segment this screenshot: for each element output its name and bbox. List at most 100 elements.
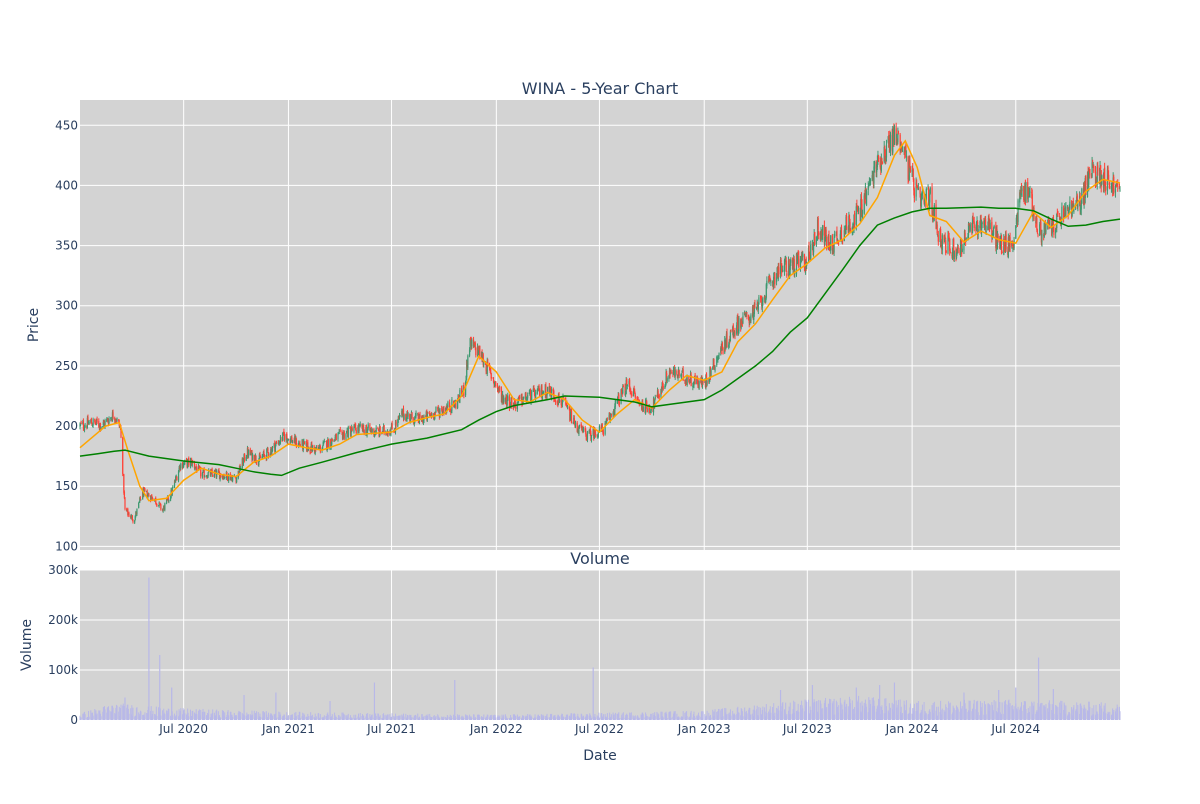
volume-bar [111, 705, 113, 720]
volume-bar [269, 714, 271, 720]
volume-bar [857, 708, 859, 720]
volume-bar [535, 717, 537, 720]
volume-bar [827, 703, 829, 720]
candle-body [1105, 186, 1107, 191]
volume-bar [106, 707, 108, 720]
volume-bar [732, 714, 734, 720]
volume-bar [676, 716, 678, 720]
volume-bar [661, 716, 663, 720]
volume-bar [949, 702, 951, 720]
volume-bar [652, 713, 654, 720]
volume-bar [262, 711, 264, 720]
volume-spike-bar [159, 655, 161, 720]
volume-bar [445, 718, 447, 720]
candle-body [193, 463, 196, 469]
candle-body [944, 236, 946, 239]
candle-body [521, 394, 523, 405]
candle-body [351, 428, 353, 431]
volume-bar [634, 715, 636, 720]
volume-bar [929, 711, 931, 720]
volume-bar [1069, 713, 1071, 720]
volume-bar [933, 701, 935, 720]
volume-bar [835, 700, 837, 720]
volume-bar [586, 715, 588, 720]
volume-bar [1021, 710, 1023, 720]
volume-bar [231, 714, 233, 720]
candle-body [621, 390, 623, 394]
volume-bar [688, 717, 690, 720]
candle-body [413, 422, 415, 425]
candle-body [578, 424, 581, 427]
volume-bar [191, 716, 193, 720]
candle-body [741, 323, 743, 324]
volume-bar [782, 702, 784, 720]
volume-bar [87, 717, 89, 720]
volume-bar [342, 717, 344, 720]
candle-body [255, 455, 257, 462]
candle-body [897, 131, 900, 133]
volume-bar [519, 716, 521, 720]
volume-bar [939, 711, 941, 720]
volume-bar [479, 717, 481, 720]
volume-bar [573, 714, 575, 720]
volume-bar [100, 716, 102, 720]
volume-bar [981, 711, 983, 720]
candle-body [94, 418, 96, 422]
volume-bar [433, 715, 435, 720]
volume-bar [293, 718, 295, 720]
volume-bar [143, 714, 145, 720]
candle-body [511, 398, 513, 407]
candle-body [518, 395, 520, 398]
volume-bar [321, 717, 323, 720]
volume-bar [470, 717, 472, 720]
volume-bar [620, 717, 622, 720]
volume-bar [614, 712, 616, 720]
candle-body [135, 512, 137, 517]
candle-body [781, 271, 783, 273]
candle-body [594, 429, 596, 433]
candle-body [996, 235, 999, 248]
candle-body [347, 426, 349, 438]
candle-body [790, 259, 792, 263]
volume-bar [504, 714, 506, 720]
volume-bar [429, 716, 431, 720]
candle-body [893, 125, 896, 145]
volume-bar [216, 709, 218, 720]
volume-bar [901, 713, 903, 720]
candle-body [561, 401, 564, 405]
candle-body [953, 250, 955, 259]
volume-bar [366, 716, 368, 720]
volume-bar [872, 706, 874, 720]
volume-bar [984, 715, 986, 720]
volume-bar [714, 709, 716, 720]
volume-bar [752, 709, 754, 720]
volume-bar [224, 712, 226, 720]
candle-body [1100, 165, 1102, 169]
candle-body [477, 347, 479, 355]
candle-body [983, 221, 985, 225]
volume-bar [1043, 705, 1045, 720]
candle-body [98, 421, 100, 427]
volume-bar [992, 710, 994, 720]
candle-body [204, 476, 206, 478]
candle-body [486, 360, 488, 374]
candle-body [907, 157, 909, 180]
volume-bar [1107, 711, 1109, 720]
candle-body [103, 420, 105, 423]
volume-bar [597, 716, 599, 720]
candle-body [598, 426, 601, 431]
candle-body [1039, 224, 1041, 236]
candle-body [1005, 234, 1007, 250]
candle-body [785, 260, 787, 272]
candle-body [247, 449, 250, 457]
volume-bar [497, 715, 499, 720]
volume-bar [358, 713, 360, 720]
candle-body [754, 303, 756, 308]
volume-bar [960, 701, 962, 720]
volume-bar [414, 715, 416, 720]
candle-body [417, 413, 419, 421]
volume-spike-bar [963, 692, 965, 720]
candle-body [1108, 182, 1110, 186]
candle-body [876, 169, 878, 172]
candle-body [955, 253, 958, 259]
